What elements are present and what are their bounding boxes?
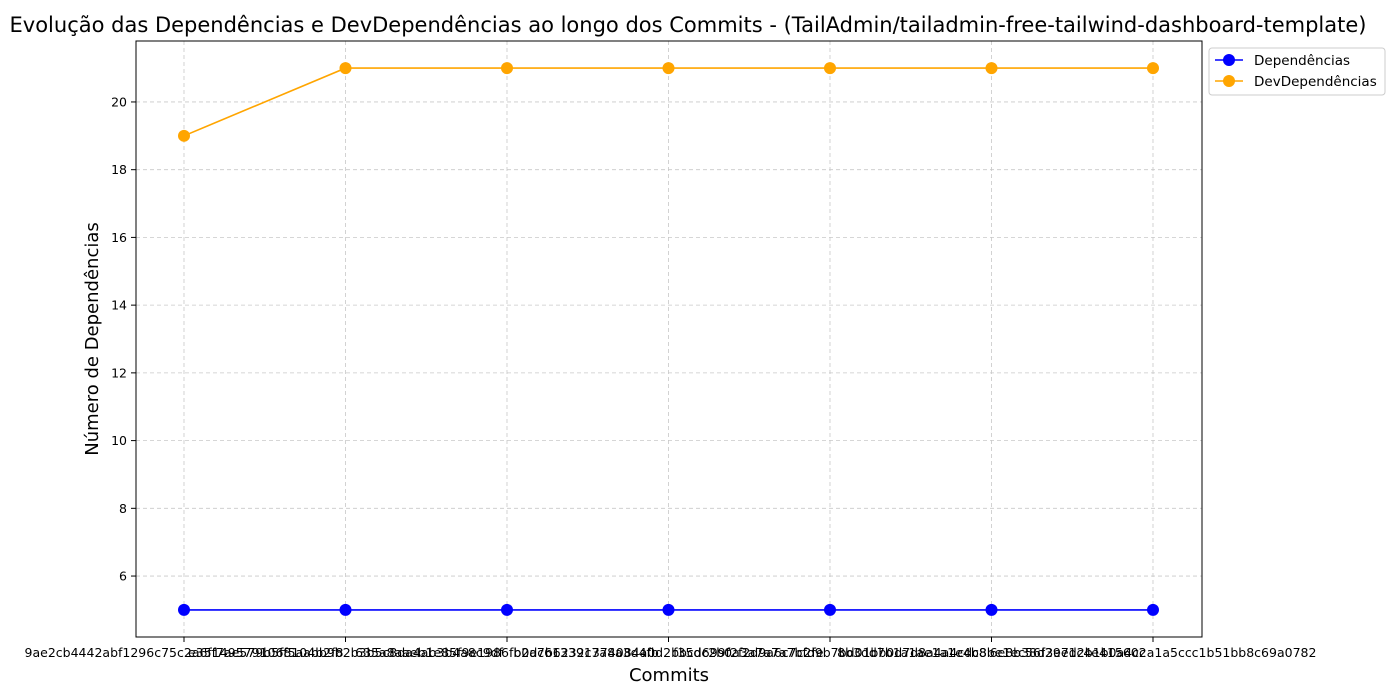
plot-area-frame [135,40,1203,638]
y-tick-label: 16 [111,230,127,245]
chart-title: Evolução das Dependências e DevDependênc… [10,13,1367,37]
data-point [985,603,998,616]
x-axis-title: Commits [629,665,709,686]
legend: Dependências DevDependências [1208,47,1386,96]
legend-marker [1223,75,1235,87]
x-tick-label: 8b3dd7b1a1ae1a1e4b8be1ec56f3e7d2b1b0a4cc [837,645,1146,660]
x-tick-label: 9ae2cb4442abf1296c75c2a6f1495791068104b2… [25,645,344,660]
data-point [339,62,352,75]
legend-label: DevDependências [1254,74,1377,90]
x-tick-label: e35f7ae579b5ff5aabb9b2b3b5c8da4ab3b4a8c9… [188,645,504,660]
x-tick-label: b0dc613391374084a0d2bbcd699f2f2d9a6c7c2f… [513,645,823,660]
axis-ticks: 9ae2cb4442abf1296c75c2a6f1495791068104b2… [25,94,1317,660]
y-tick-label: 12 [111,365,127,380]
data-point [1147,603,1159,616]
legend-frame [1208,47,1386,96]
data-point [662,62,675,75]
y-tick-label: 18 [111,162,127,177]
data-point [824,62,836,75]
data-point [1147,62,1159,75]
y-tick-label: 20 [111,94,127,109]
x-tick-label: f35dc2b0a3a7a7a7bfd9b7bd01bb0d7d8a4a4cdc… [673,645,987,660]
data-point [662,603,675,616]
y-axis-title: Número de Dependências [82,222,103,456]
x-tick-label: 635a8aaeb1e85f9e1986fb2a7b6232c7a8a3d4fb [355,645,659,660]
legend-label: Dependências [1254,53,1350,69]
data-point [824,603,836,616]
y-tick-label: 14 [111,298,127,313]
data-point [501,603,513,616]
series-layer [178,62,1159,616]
data-point [178,129,190,142]
data-point [501,62,513,75]
x-tick-label: 6e8b38d29e1c4e415602a1a5ccc1b51bb8c69a07… [990,645,1317,660]
data-point [985,62,998,75]
data-point [339,603,352,616]
y-tick-label: 10 [111,433,127,448]
data-point [178,603,190,616]
legend-marker [1223,54,1235,66]
y-tick-label: 6 [119,569,127,584]
grid-lines [136,41,1202,637]
y-tick-label: 8 [119,501,127,516]
